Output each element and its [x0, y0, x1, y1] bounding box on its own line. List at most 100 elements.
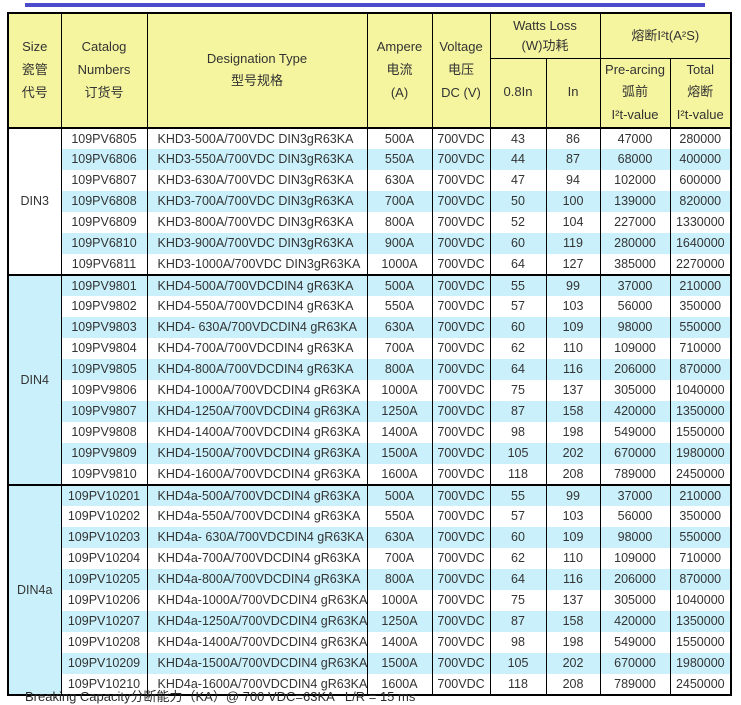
cell-win: 110	[545, 547, 601, 569]
cell-catalog: 109PV10209	[60, 652, 148, 674]
header-catalog-numbers: Catalog Numbers 订货号	[60, 12, 148, 129]
cell-ampere: 800A	[366, 568, 433, 590]
cell-total: 710000	[669, 547, 732, 569]
cell-total: 2450000	[669, 673, 732, 695]
cell-win: 137	[545, 589, 601, 611]
cell-total: 1980000	[669, 442, 732, 464]
cell-voltage: 700VDC	[431, 463, 491, 485]
cell-prearcing: 549000	[599, 631, 671, 653]
cell-total: 1550000	[669, 631, 732, 653]
cell-catalog: 109PV6811	[60, 253, 148, 275]
cell-designation: KHD4-700A/700VDCDIN4 gR63KA	[146, 337, 368, 359]
cell-w08: 98	[489, 631, 547, 653]
cell-voltage: 700VDC	[431, 337, 491, 359]
cell-total: 350000	[669, 505, 732, 527]
cell-total: 1640000	[669, 232, 732, 254]
size-group-cell: DIN4a	[7, 483, 62, 695]
cell-w08: 57	[489, 505, 547, 527]
cell-voltage: 700VDC	[431, 483, 491, 506]
cell-w08: 44	[489, 148, 547, 170]
cell-total: 710000	[669, 337, 732, 359]
table-row: 109PV6807 KHD3-630A/700VDC DIN3gR63KA 630A…	[8, 169, 732, 191]
cell-w08: 43	[489, 126, 547, 149]
header-pre-arcing: Pre-arcing 弧前 I²t-value	[599, 57, 671, 129]
cell-designation: KHD4-1250A/700VDCDIN4 gR63KA	[146, 400, 368, 422]
cell-ampere: 550A	[366, 148, 433, 170]
cell-win: 99	[545, 273, 601, 296]
cell-prearcing: 56000	[599, 505, 671, 527]
cell-win: 94	[545, 169, 601, 191]
cell-designation: KHD4- 630A/700VDCDIN4 gR63KA	[146, 316, 368, 338]
cell-prearcing: 56000	[599, 295, 671, 317]
header-in: In	[545, 57, 601, 129]
cell-designation: KHD3-900A/700VDC DIN3gR63KA	[146, 232, 368, 254]
cell-ampere: 700A	[366, 337, 433, 359]
cell-designation: KHD4-1400A/700VDCDIN4 gR63KA	[146, 421, 368, 443]
cell-w08: 64	[489, 358, 547, 380]
cell-total: 1330000	[669, 211, 732, 233]
cell-voltage: 700VDC	[431, 526, 491, 548]
cell-w08: 55	[489, 273, 547, 296]
cell-prearcing: 206000	[599, 358, 671, 380]
cell-w08: 105	[489, 652, 547, 674]
cell-win: 202	[545, 652, 601, 674]
breaking-capacity-note: Breaking Capacity分断能力（KA）@ 700 VDC=63KA …	[25, 689, 416, 704]
cell-win: 86	[545, 126, 601, 149]
cell-ampere: 1600A	[366, 463, 433, 485]
cell-voltage: 700VDC	[431, 400, 491, 422]
cell-designation: KHD4a- 630A/700VDCDIN4 gR63KA	[146, 526, 368, 548]
cell-total: 280000	[669, 126, 732, 149]
header-total: Total 熔断 I²t-value	[669, 57, 732, 129]
cell-prearcing: 68000	[599, 148, 671, 170]
cell-total: 550000	[669, 316, 732, 338]
cell-voltage: 700VDC	[431, 253, 491, 275]
cell-catalog: 109PV9807	[60, 400, 148, 422]
cell-prearcing: 98000	[599, 526, 671, 548]
cell-total: 870000	[669, 358, 732, 380]
cell-total: 1350000	[669, 400, 732, 422]
cell-catalog: 109PV9804	[60, 337, 148, 359]
cell-win: 110	[545, 337, 601, 359]
cell-win: 109	[545, 316, 601, 338]
cell-ampere: 700A	[366, 190, 433, 212]
cell-voltage: 700VDC	[431, 379, 491, 401]
cell-w08: 87	[489, 610, 547, 632]
cell-voltage: 700VDC	[431, 652, 491, 674]
cell-w08: 60	[489, 526, 547, 548]
size-group-cell: DIN4	[7, 273, 62, 485]
cell-prearcing: 420000	[599, 400, 671, 422]
header-size: Size 瓷管 代号	[7, 12, 62, 129]
cell-catalog: 109PV6810	[60, 232, 148, 254]
cell-prearcing: 227000	[599, 211, 671, 233]
cell-prearcing: 206000	[599, 568, 671, 590]
cell-total: 550000	[669, 526, 732, 548]
cell-w08: 75	[489, 589, 547, 611]
table-row: 109PV10209 KHD4a-1500A/700VDCDIN4 gR63KA 1…	[8, 652, 732, 674]
cell-ampere: 500A	[366, 126, 433, 149]
cell-prearcing: 102000	[599, 169, 671, 191]
cell-designation: KHD3-800A/700VDC DIN3gR63KA	[146, 211, 368, 233]
cell-win: 109	[545, 526, 601, 548]
cell-prearcing: 789000	[599, 463, 671, 485]
cell-voltage: 700VDC	[431, 610, 491, 632]
cell-w08: 118	[489, 673, 547, 695]
cell-voltage: 700VDC	[431, 568, 491, 590]
cell-catalog: 109PV6805	[60, 126, 148, 149]
cell-designation: KHD4a-1600A/700VDCDIN4 gR63KA	[146, 673, 368, 695]
cell-prearcing: 37000	[599, 483, 671, 506]
cell-voltage: 700VDC	[431, 211, 491, 233]
cell-prearcing: 37000	[599, 273, 671, 296]
cell-voltage: 700VDC	[431, 547, 491, 569]
cell-catalog: 109PV10203	[60, 526, 148, 548]
cell-designation: KHD3-550A/700VDC DIN3gR63KA	[146, 148, 368, 170]
table-row: 109PV10202 KHD4a-550A/700VDCDIN4 gR63KA 55…	[8, 505, 732, 527]
cell-total: 400000	[669, 148, 732, 170]
table-row: 109PV10205 KHD4a-800A/700VDCDIN4 gR63KA 80…	[8, 568, 732, 590]
cell-ampere: 550A	[366, 505, 433, 527]
cell-designation: KHD4a-800A/700VDCDIN4 gR63KA	[146, 568, 368, 590]
cell-total: 210000	[669, 483, 732, 506]
cell-total: 820000	[669, 190, 732, 212]
cell-win: 158	[545, 610, 601, 632]
cell-win: 99	[545, 483, 601, 506]
cell-w08: 105	[489, 442, 547, 464]
